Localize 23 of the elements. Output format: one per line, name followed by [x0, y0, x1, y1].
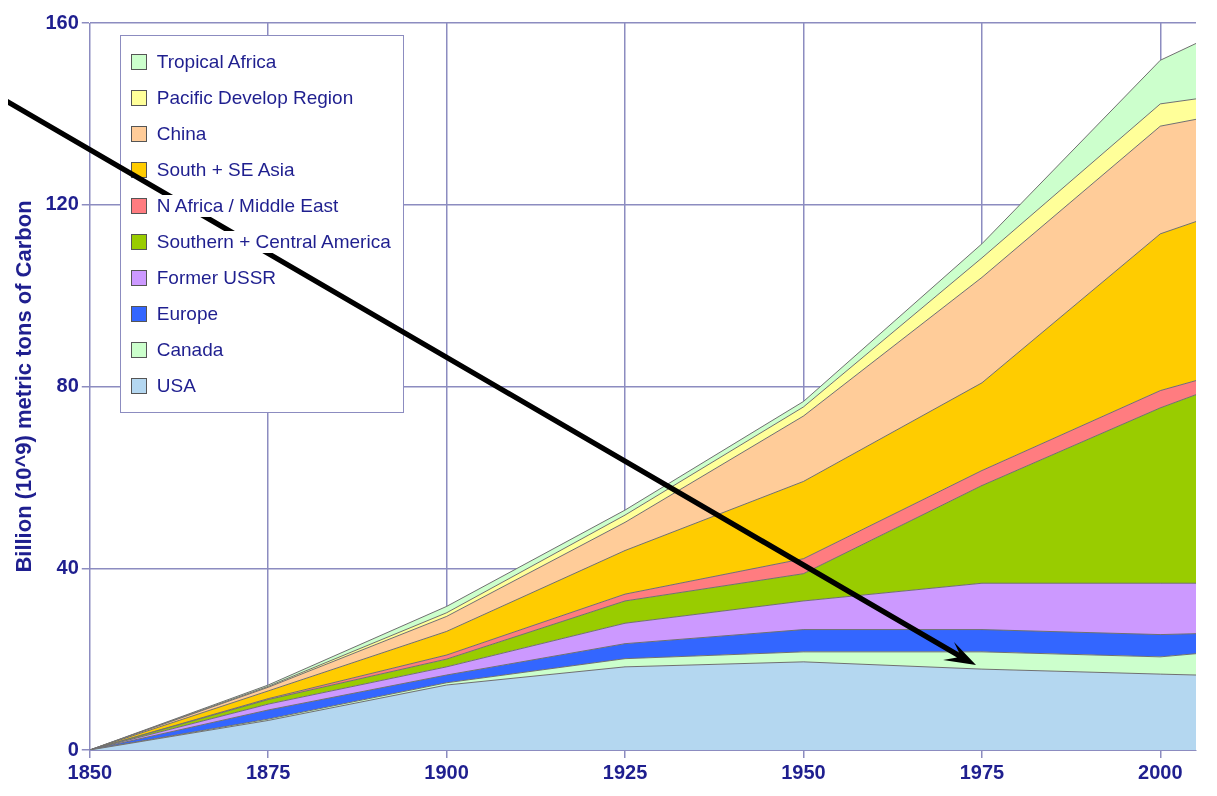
legend-label: Former USSR	[154, 267, 279, 289]
legend-label: Canada	[154, 339, 226, 361]
y-tick-label: 40	[56, 555, 79, 578]
legend-label: Southern + Central America	[154, 231, 393, 253]
x-tick-label: 1900	[424, 760, 469, 783]
y-tick-label: 120	[45, 192, 79, 215]
x-tick-label: 1850	[67, 760, 113, 783]
x-tick-label: 2000	[1138, 760, 1183, 783]
y-tick-label: 160	[45, 10, 79, 33]
legend-label: South + SE Asia	[154, 159, 297, 181]
y-axis-title: Billion (10^9) metric tons of Carbon	[11, 200, 37, 573]
legend-label: USA	[154, 375, 198, 397]
x-tick-label: 1875	[245, 760, 291, 783]
y-tick-label: 0	[67, 737, 79, 760]
legend-label: Europe	[154, 303, 221, 325]
x-tick-label: 1925	[602, 760, 648, 783]
legend-label: Tropical Africa	[154, 51, 279, 73]
legend-label: N Africa / Middle East	[154, 195, 341, 217]
legend-label: China	[154, 123, 209, 145]
y-tick-label: 80	[56, 374, 79, 397]
legend-label: Pacific Develop Region	[154, 87, 356, 109]
x-tick-label: 1975	[959, 760, 1005, 783]
x-tick-label: 1950	[781, 760, 826, 783]
